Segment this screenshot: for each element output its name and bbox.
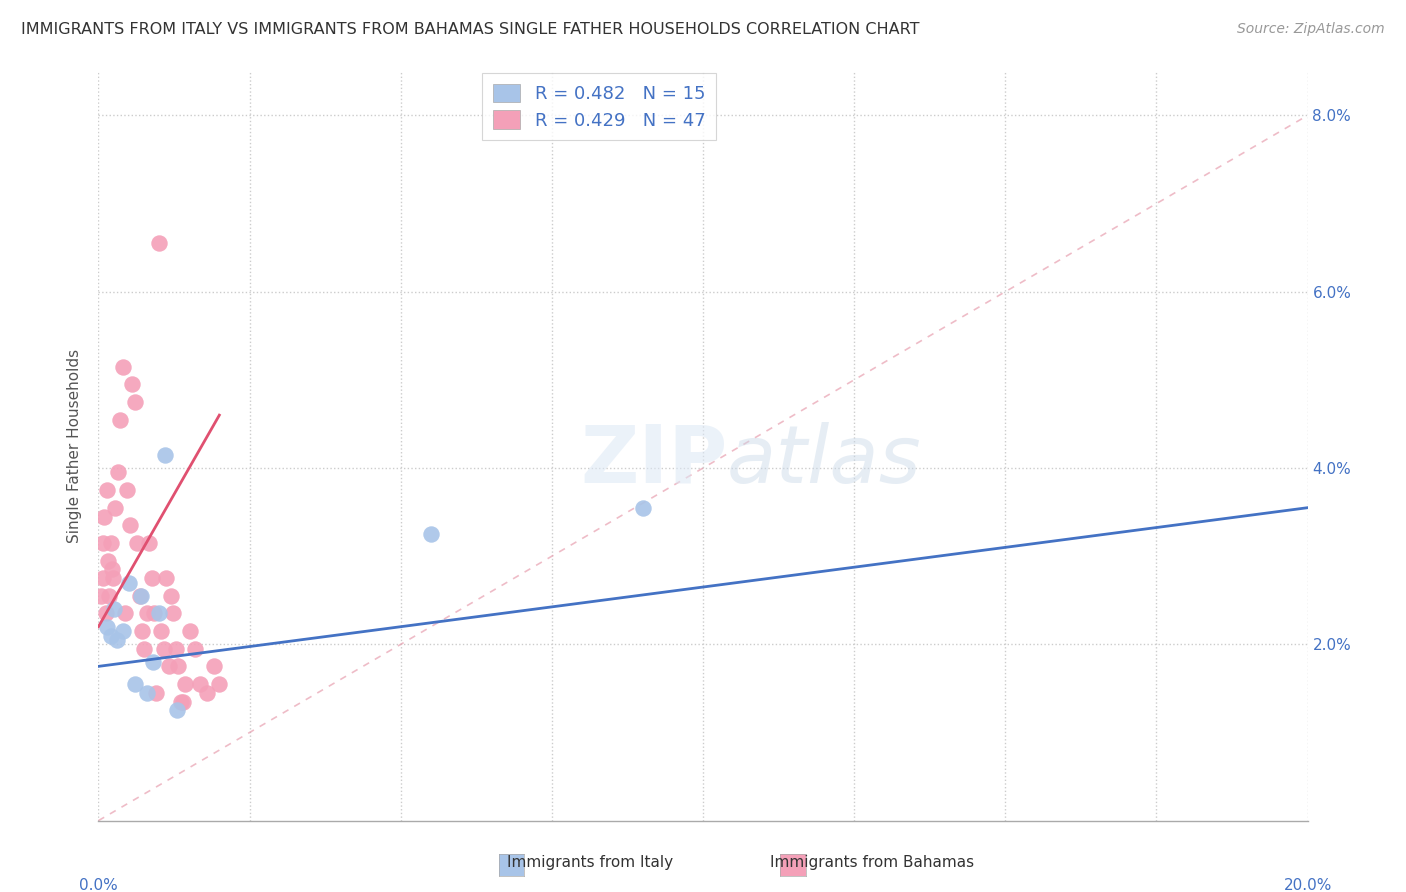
Point: [101, 571, 124, 585]
Point: [152, 641, 174, 656]
Point: [91, 536, 114, 550]
Point: [138, 536, 160, 550]
Y-axis label: Single Father Households: Single Father Households: [67, 349, 83, 543]
Point: [188, 677, 211, 691]
Point: [167, 659, 190, 673]
Point: [145, 686, 167, 700]
Point: [94, 607, 117, 621]
Point: [172, 695, 194, 709]
Point: [148, 236, 170, 251]
Point: [127, 536, 149, 550]
Point: [103, 602, 125, 616]
Point: [208, 677, 231, 691]
Point: [111, 624, 134, 639]
Point: [155, 571, 177, 585]
Point: [143, 607, 166, 621]
Point: [148, 607, 170, 621]
Text: 20.0%: 20.0%: [1284, 878, 1331, 892]
Point: [100, 536, 122, 550]
Text: 0.0%: 0.0%: [79, 878, 118, 892]
Point: [128, 589, 150, 603]
Point: [105, 632, 128, 647]
Point: [114, 607, 136, 621]
Point: [93, 509, 115, 524]
Point: [124, 677, 146, 691]
Text: IMMIGRANTS FROM ITALY VS IMMIGRANTS FROM BAHAMAS SINGLE FATHER HOUSEHOLDS CORREL: IMMIGRANTS FROM ITALY VS IMMIGRANTS FROM…: [21, 22, 920, 37]
Point: [169, 695, 191, 709]
Point: [96, 483, 118, 497]
Point: [195, 686, 218, 700]
Point: [162, 607, 184, 621]
Point: [131, 624, 153, 639]
Point: [135, 607, 157, 621]
Point: [118, 518, 141, 533]
Point: [141, 571, 163, 585]
Point: [90, 589, 112, 603]
Point: [179, 624, 201, 639]
Point: [108, 412, 131, 426]
Point: [150, 624, 173, 639]
Point: [157, 659, 180, 673]
Point: [174, 677, 197, 691]
Point: [111, 359, 134, 374]
Point: [204, 659, 226, 673]
Point: [153, 448, 176, 462]
Point: [100, 562, 122, 576]
Point: [117, 483, 139, 497]
Point: [124, 395, 146, 409]
Point: [129, 589, 152, 603]
Point: [420, 527, 443, 541]
Text: ZIP: ZIP: [579, 422, 727, 500]
Point: [134, 641, 156, 656]
Point: [104, 500, 127, 515]
Point: [184, 641, 207, 656]
Point: [160, 589, 183, 603]
Point: [166, 703, 188, 717]
Text: Source: ZipAtlas.com: Source: ZipAtlas.com: [1237, 22, 1385, 37]
Text: Immigrants from Italy: Immigrants from Italy: [508, 855, 673, 870]
Point: [118, 575, 141, 590]
Point: [165, 641, 187, 656]
Text: atlas: atlas: [727, 422, 922, 500]
Text: Immigrants from Bahamas: Immigrants from Bahamas: [769, 855, 974, 870]
Point: [631, 500, 654, 515]
Point: [91, 571, 114, 585]
Point: [142, 655, 165, 669]
Point: [121, 377, 143, 392]
Point: [97, 553, 120, 567]
Point: [100, 628, 122, 642]
Legend: R = 0.482   N = 15, R = 0.429   N = 47: R = 0.482 N = 15, R = 0.429 N = 47: [482, 73, 716, 140]
Point: [107, 466, 129, 480]
Point: [98, 589, 121, 603]
Point: [135, 686, 157, 700]
Point: [96, 620, 118, 634]
